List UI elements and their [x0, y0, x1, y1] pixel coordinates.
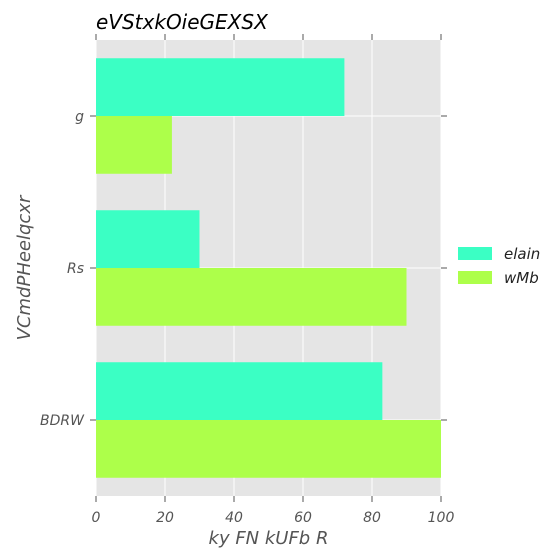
- legend-label-elain: elain: [504, 245, 540, 263]
- x-tick-label: 60: [294, 510, 312, 526]
- bar-elain-g: [96, 58, 345, 116]
- legend-label-wMb: wMb: [504, 269, 539, 287]
- chart-title: eVStxkOieGEXSX: [96, 10, 269, 34]
- bar-elain-BDRW: [96, 362, 383, 420]
- bar-wMb-g: [96, 116, 172, 174]
- x-tick-label: 80: [363, 510, 381, 526]
- bar-wMb-Rs: [96, 268, 407, 326]
- y-tick-label: BDRW: [40, 413, 85, 429]
- legend: elain wMb: [458, 245, 540, 287]
- x-tick-label: 20: [156, 510, 174, 526]
- y-tick-label: g: [75, 109, 84, 125]
- bar-elain-Rs: [96, 210, 200, 268]
- ticks: 0 20 40 60 80 100 g Rs BDRW: [40, 34, 454, 526]
- y-tick-label: Rs: [67, 261, 84, 277]
- bar-wMb-BDRW: [96, 420, 441, 478]
- y-axis-label: VCmdPHeelqcxr: [14, 194, 35, 340]
- x-tick-label: 40: [225, 510, 243, 526]
- x-axis-label: ky FN kUFb R: [209, 528, 329, 549]
- legend-swatch-elain: [458, 247, 492, 260]
- legend-swatch-wMb: [458, 271, 492, 284]
- bars: [96, 58, 441, 478]
- x-tick-label: 100: [428, 510, 455, 526]
- x-tick-label: 0: [92, 510, 101, 526]
